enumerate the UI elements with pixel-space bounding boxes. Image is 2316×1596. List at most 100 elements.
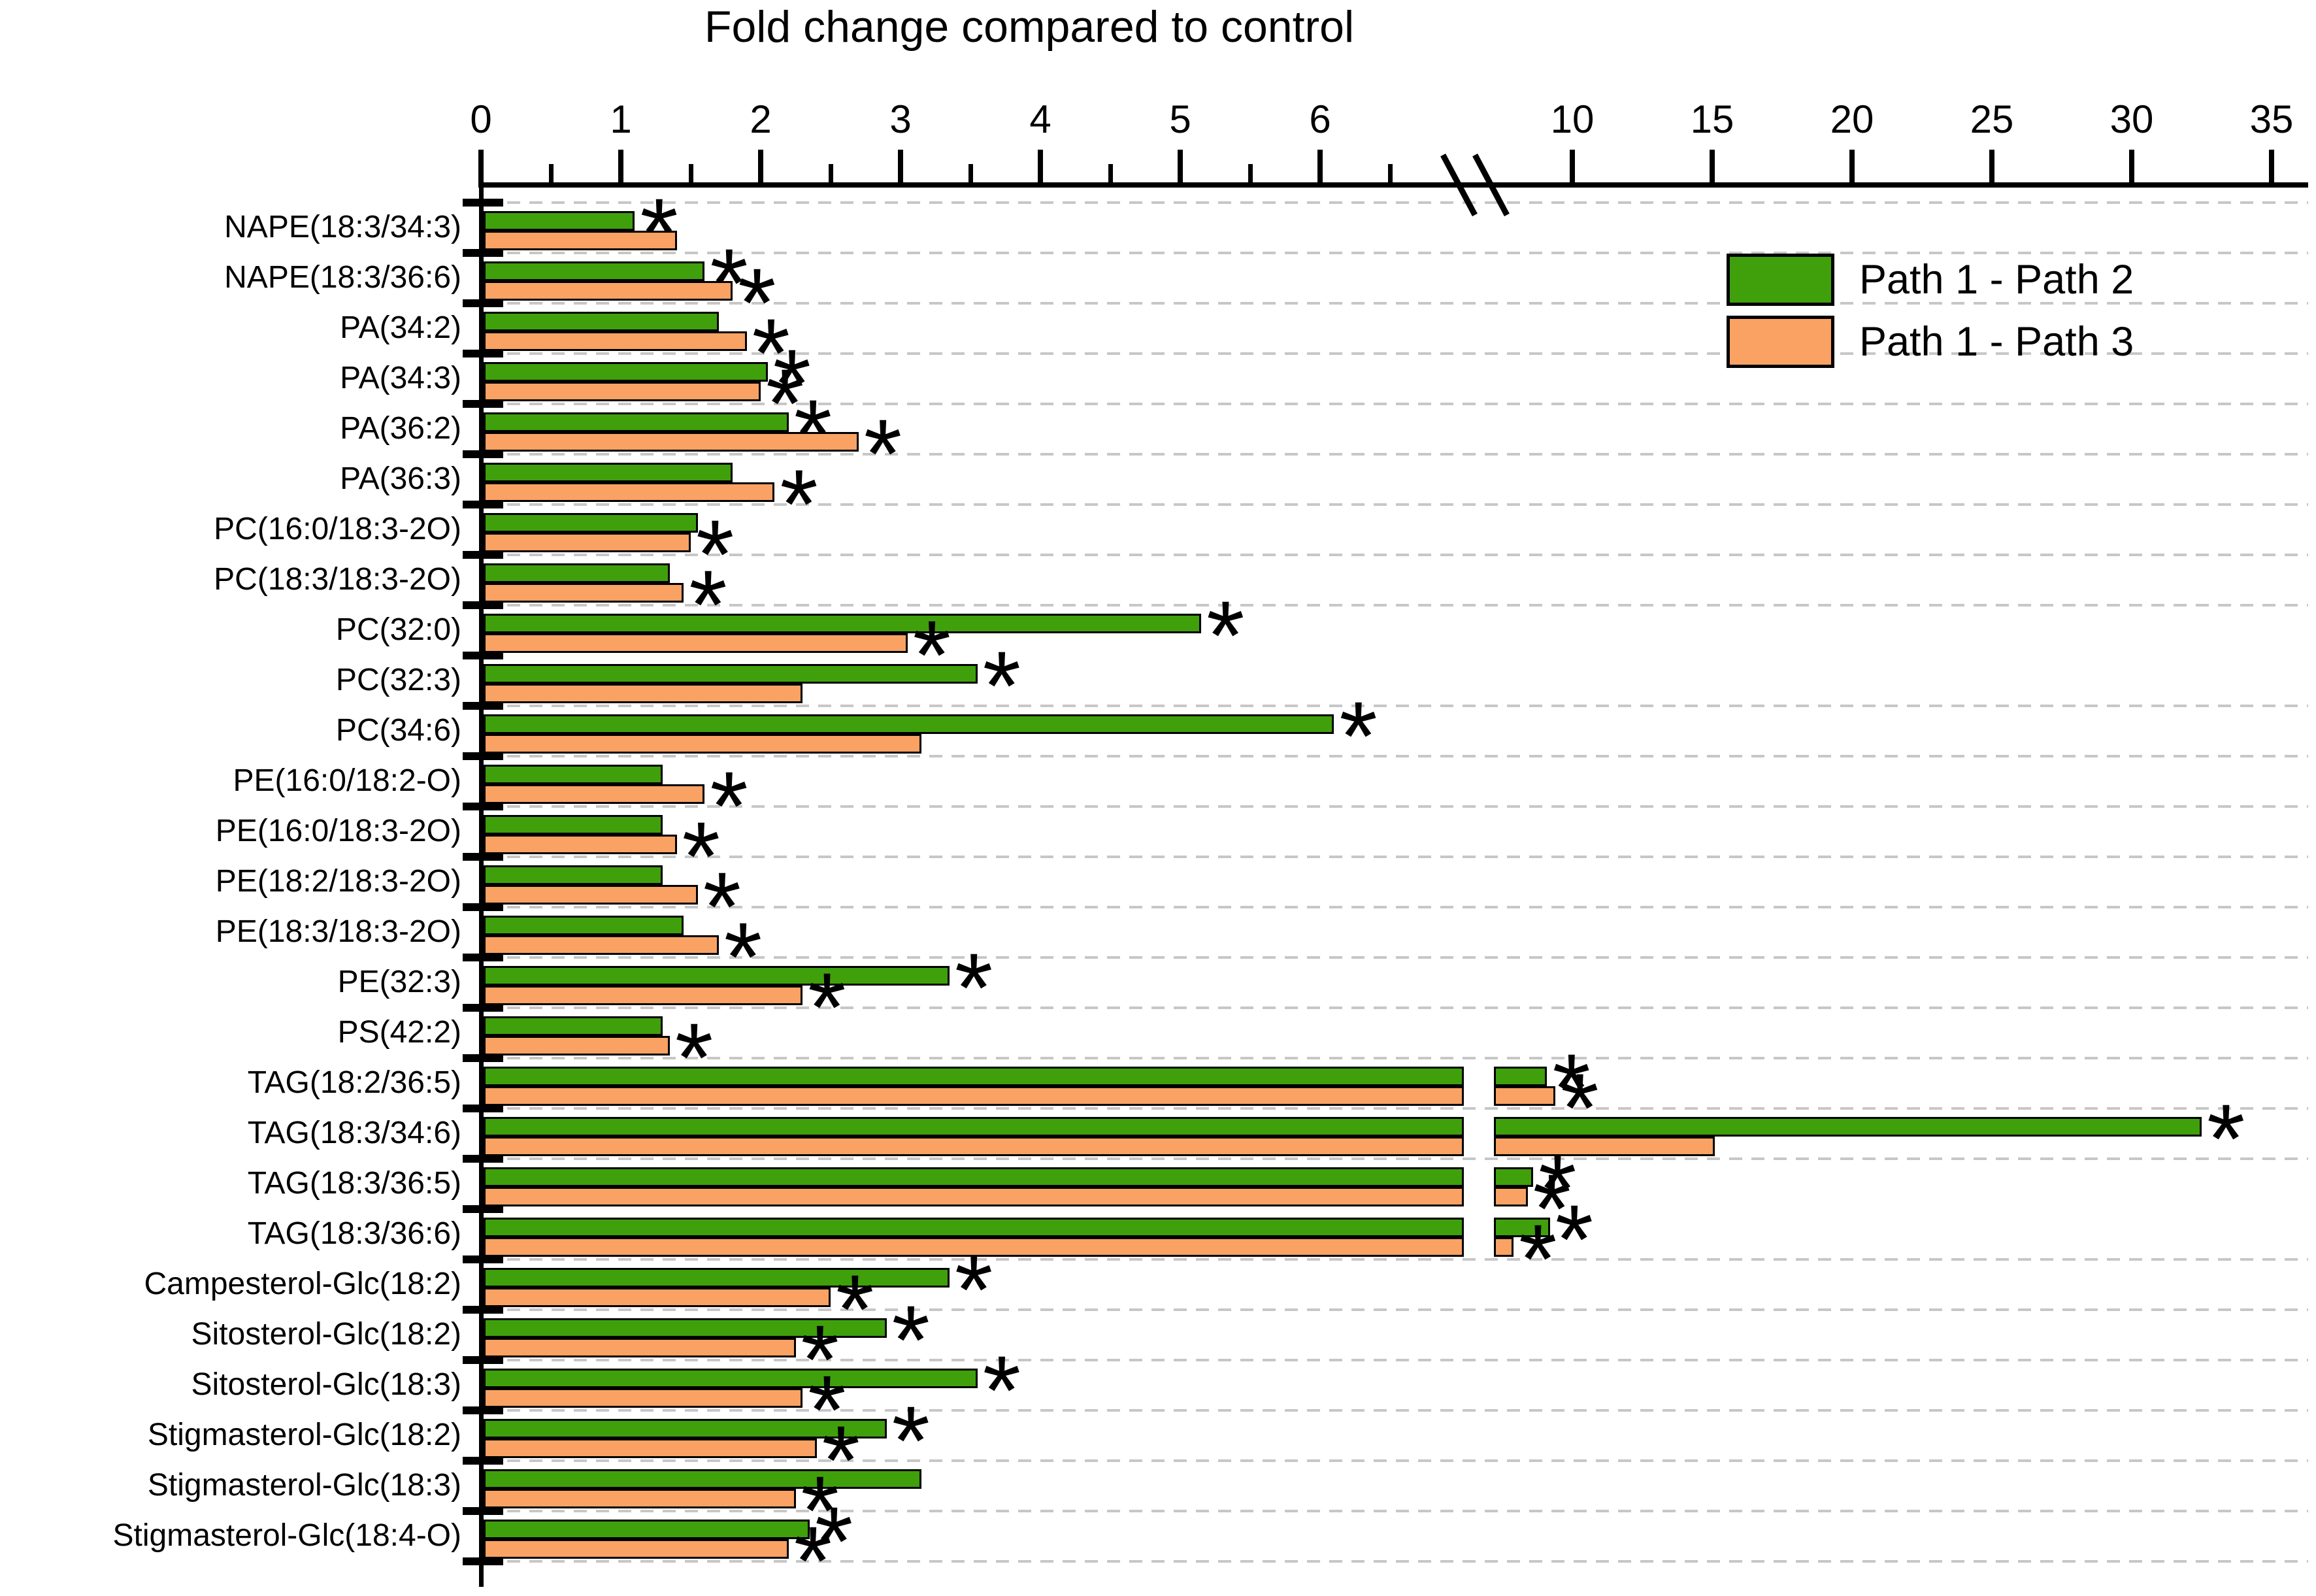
- bar-path3: [484, 633, 908, 653]
- gridline: [485, 503, 2308, 506]
- y-tick: [463, 299, 503, 307]
- bar-path3: [484, 1237, 1464, 1257]
- x-tick: [1849, 150, 1855, 185]
- gridline: [485, 352, 2308, 355]
- y-tick: [463, 450, 503, 458]
- y-tick: [463, 1406, 503, 1414]
- bar-path3: [484, 432, 859, 452]
- category-label: NAPE(18:3/36:6): [224, 260, 461, 295]
- category-label: PC(34:6): [335, 713, 461, 748]
- bar-path3: [484, 281, 733, 301]
- bar-path2: [484, 261, 705, 281]
- gridline: [485, 856, 2308, 858]
- bar-path3: [484, 935, 719, 955]
- x-axis-line: [478, 182, 2308, 188]
- y-tick: [463, 1155, 503, 1163]
- category-label: TAG(18:3/34:6): [247, 1116, 461, 1150]
- gridline: [485, 705, 2308, 707]
- category-label: PA(36:3): [340, 461, 461, 496]
- category-label: Stigmasterol-Glc(18:4-O): [112, 1518, 461, 1553]
- bar-path3: [484, 1187, 1464, 1206]
- gridline: [485, 302, 2308, 305]
- significance-star: *: [982, 1335, 1021, 1445]
- bar-path3: [484, 482, 775, 502]
- x-tick: [1178, 150, 1183, 185]
- bar-path2: [484, 966, 950, 986]
- x-tick-label: 35: [2249, 97, 2294, 141]
- y-tick: [463, 1356, 503, 1364]
- bar-path2: [484, 513, 698, 533]
- x-tick: [898, 150, 903, 185]
- bar-path2: [484, 865, 663, 885]
- significance-star: *: [793, 1506, 833, 1596]
- bar-path2: [484, 815, 663, 835]
- gridline: [485, 1459, 2308, 1462]
- significance-star: *: [954, 1235, 993, 1344]
- legend-swatch-green: [1727, 254, 1834, 306]
- category-label: PS(42:2): [337, 1015, 461, 1050]
- x-tick-label: 1: [610, 97, 632, 141]
- bar-path2: [484, 362, 768, 382]
- category-label: PA(34:3): [340, 361, 461, 395]
- category-label: PC(32:0): [335, 612, 461, 647]
- x-tick: [478, 150, 484, 185]
- gridline: [485, 453, 2308, 456]
- significance-star: *: [821, 1405, 860, 1515]
- y-tick: [463, 903, 503, 911]
- gridline: [485, 201, 2308, 204]
- significance-star: *: [836, 1254, 874, 1364]
- significance-star: *: [2207, 1084, 2245, 1193]
- x-tick: [1570, 150, 1575, 185]
- x-minor-tick: [1388, 164, 1393, 185]
- x-tick-label: 0: [470, 97, 492, 141]
- significance-star: *: [954, 933, 993, 1042]
- significance-star: *: [801, 1455, 839, 1565]
- bar-path3: [484, 835, 677, 854]
- bar-path2: [484, 463, 733, 482]
- bar-path2: [484, 664, 978, 684]
- bar-path3: [484, 331, 747, 351]
- bar-path3: [1494, 1137, 1715, 1156]
- bar-path3: [484, 1388, 803, 1408]
- bar-path2: [484, 916, 684, 935]
- y-tick: [463, 1306, 503, 1314]
- x-tick-label: 2: [750, 97, 772, 141]
- x-tick: [1038, 150, 1043, 185]
- bar-path3: [484, 1438, 817, 1458]
- gridline: [485, 1359, 2308, 1361]
- bar-path2: [1494, 1067, 1547, 1086]
- bar-path3: [484, 1086, 1464, 1106]
- bar-path2: [484, 714, 1334, 734]
- x-tick-label: 20: [1830, 97, 1874, 141]
- bar-path3: [484, 1137, 1464, 1156]
- bar-path2: [484, 1117, 1464, 1137]
- category-label: Sitosterol-Glc(18:2): [191, 1317, 461, 1352]
- gridline: [485, 1006, 2308, 1009]
- bar-path2: [484, 1520, 810, 1539]
- gridline: [485, 1107, 2308, 1110]
- bar-path2: [484, 1167, 1464, 1187]
- bar-path3: [484, 1288, 831, 1307]
- significance-star: *: [863, 399, 902, 508]
- significance-star: *: [1339, 681, 1378, 791]
- category-label: PE(16:0/18:2-O): [233, 763, 462, 798]
- category-label: Stigmasterol-Glc(18:2): [147, 1418, 461, 1452]
- y-tick: [463, 1105, 503, 1112]
- y-tick: [463, 400, 503, 408]
- legend: Path 1 - Path 2 Path 1 - Path 3: [1727, 254, 2134, 368]
- y-tick: [463, 702, 503, 710]
- x-minor-tick: [1248, 164, 1253, 185]
- significance-star: *: [1555, 1184, 1594, 1294]
- category-label: PE(32:3): [337, 965, 461, 999]
- bar-path3: [484, 784, 705, 804]
- x-minor-tick: [1108, 164, 1113, 185]
- x-minor-tick: [689, 164, 693, 185]
- bar-path3: [484, 885, 698, 905]
- gridline: [485, 554, 2308, 556]
- y-tick: [463, 1507, 503, 1515]
- bar-path3: [484, 734, 922, 754]
- bar-path2: [484, 211, 635, 231]
- y-tick: [463, 1457, 503, 1465]
- bar-path3: [484, 1338, 796, 1357]
- legend-swatch-orange: [1727, 316, 1834, 368]
